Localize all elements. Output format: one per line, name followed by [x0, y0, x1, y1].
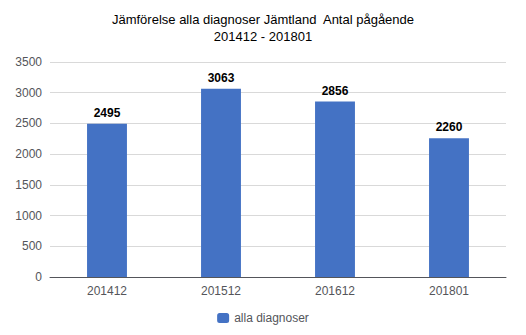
svg-text:201412 - 201801: 201412 - 201801 [214, 29, 312, 44]
svg-text:2495: 2495 [94, 106, 121, 120]
svg-text:2500: 2500 [15, 116, 42, 130]
svg-text:2856: 2856 [322, 84, 349, 98]
svg-text:2000: 2000 [15, 147, 42, 161]
svg-text:201412: 201412 [87, 284, 127, 298]
svg-text:Jämförelse alla diagnoser Jämt: Jämförelse alla diagnoser Jämtland Antal… [112, 12, 414, 27]
svg-text:3063: 3063 [208, 71, 235, 85]
svg-text:500: 500 [22, 239, 42, 253]
svg-text:0: 0 [35, 270, 42, 284]
svg-text:2260: 2260 [436, 120, 463, 134]
svg-text:201512: 201512 [201, 284, 241, 298]
svg-text:1500: 1500 [15, 178, 42, 192]
svg-text:3000: 3000 [15, 86, 42, 100]
svg-text:201612: 201612 [315, 284, 355, 298]
svg-text:1000: 1000 [15, 209, 42, 223]
svg-text:201801: 201801 [429, 284, 469, 298]
svg-text:3500: 3500 [15, 55, 42, 69]
svg-text:alla diagnoser: alla diagnoser [234, 311, 309, 325]
